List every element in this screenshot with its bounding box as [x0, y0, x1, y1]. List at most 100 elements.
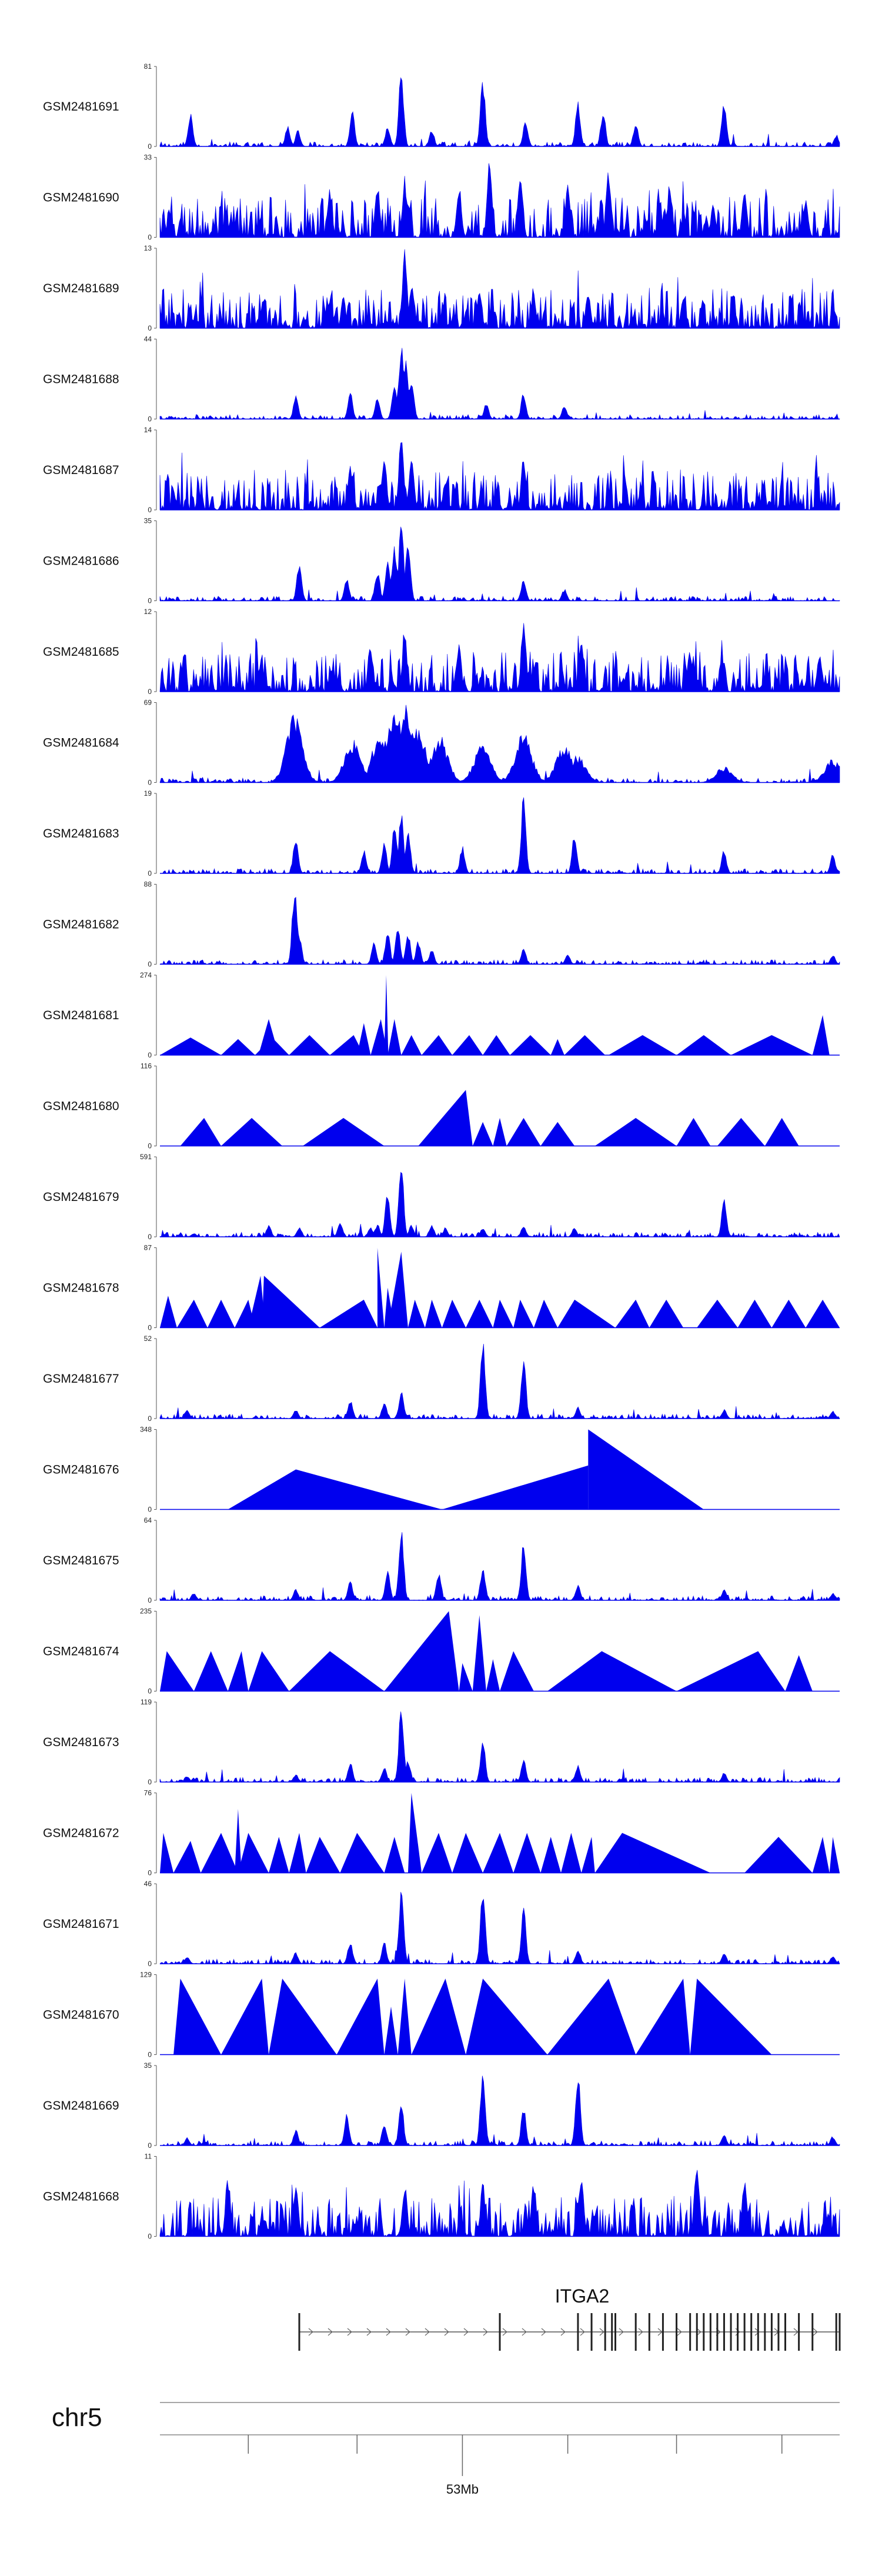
track-GSM2481673: GSM2481673 119 0: [43, 1698, 840, 1786]
signal-triangle: [533, 1299, 558, 1328]
signal-triangle: [493, 1117, 507, 1146]
y-min-label: 0: [148, 1051, 152, 1059]
signal-triangle: [235, 1808, 242, 1873]
y-min-label: 0: [148, 1960, 152, 1968]
signal-triangle: [193, 1651, 228, 1691]
gene-exon: [784, 2313, 787, 2351]
track-GSM2481681: GSM2481681 274 0: [43, 971, 840, 1059]
signal-triangle: [319, 1299, 377, 1328]
signal-triangle: [676, 1117, 711, 1146]
track-GSM2481688: GSM2481688 44 0: [43, 335, 840, 423]
gene-exon: [703, 2313, 705, 2351]
gene-exon: [648, 2313, 650, 2351]
signal-triangle: [407, 1793, 422, 1873]
track-label: GSM2481691: [43, 100, 119, 114]
track-label: GSM2481673: [43, 1736, 119, 1749]
track-GSM2481683: GSM2481683 19 0: [43, 789, 840, 877]
track-GSM2481675: GSM2481675 64 0: [43, 1516, 840, 1604]
track-GSM2481678: GSM2481678 87 0: [43, 1244, 840, 1332]
signal-triangle: [676, 1035, 731, 1055]
track-label: GSM2481678: [43, 1282, 119, 1295]
gene-exon: [798, 2313, 800, 2351]
track-label: GSM2481681: [43, 1009, 119, 1022]
signal-area: [159, 2076, 840, 2147]
signal-triangle: [262, 1276, 320, 1328]
signal-triangle: [248, 1651, 289, 1691]
y-min-label: 0: [148, 869, 152, 877]
signal-triangle: [425, 1299, 442, 1328]
signal-triangle: [180, 1117, 221, 1146]
y-min-label: 0: [148, 779, 152, 787]
gene-exon: [764, 2313, 766, 2351]
y-min-label: 0: [148, 2051, 152, 2059]
signal-triangle: [221, 1117, 283, 1146]
signal-triangle: [302, 1117, 385, 1146]
strand-arrow: [444, 2328, 449, 2336]
y-max-label: 35: [144, 2061, 152, 2070]
track-label: GSM2481684: [43, 736, 119, 750]
track-label: GSM2481670: [43, 2008, 119, 2022]
track-label: GSM2481680: [43, 1100, 119, 1113]
signal-triangle: [717, 1117, 765, 1146]
signal-triangle: [493, 1299, 514, 1328]
track-label: GSM2481668: [43, 2190, 119, 2204]
signal-triangle: [486, 1659, 500, 1691]
y-max-label: 274: [140, 971, 152, 979]
y-min-label: 0: [148, 2233, 152, 2241]
track-label: GSM2481676: [43, 1463, 119, 1477]
gene-exon: [750, 2313, 753, 2351]
track-label: GSM2481669: [43, 2099, 119, 2113]
track-label: GSM2481683: [43, 827, 119, 840]
signal-triangle: [397, 1978, 412, 2055]
y-min-label: 0: [148, 1778, 152, 1786]
signal-triangle: [387, 1019, 402, 1055]
track-label: GSM2481674: [43, 1645, 119, 1659]
track-GSM2481679: GSM2481679 591 0: [43, 1153, 840, 1241]
signal-triangle: [160, 1296, 177, 1328]
signal-triangle: [472, 1122, 493, 1146]
y-max-label: 44: [144, 335, 152, 343]
gene-exon: [676, 2313, 678, 2351]
signal-triangle: [384, 1837, 405, 1873]
track-label: GSM2481671: [43, 1917, 119, 1931]
signal-triangle: [510, 1035, 551, 1055]
gene-exon: [696, 2313, 698, 2351]
signal-triangle: [228, 1651, 249, 1691]
signal-triangle: [422, 1833, 453, 1873]
track-GSM2481686: GSM2481686 35 0: [43, 517, 840, 605]
y-max-label: 129: [140, 1971, 152, 1979]
signal-area: [159, 526, 840, 602]
strand-arrow: [502, 2328, 507, 2336]
signal-triangle: [248, 1276, 266, 1328]
signal-triangle: [771, 1299, 806, 1328]
strand-arrow: [638, 2328, 643, 2336]
track-label: GSM2481689: [43, 282, 119, 295]
gene-exon: [662, 2313, 664, 2351]
track-label: GSM2481682: [43, 918, 119, 932]
signal-triangle: [500, 1651, 534, 1691]
track-label: GSM2481686: [43, 555, 119, 568]
strand-arrow: [696, 2328, 701, 2336]
signal-triangle: [513, 1299, 534, 1328]
strand-arrow: [619, 2328, 624, 2336]
y-max-label: 88: [144, 880, 152, 889]
y-min-label: 0: [148, 597, 152, 605]
signal-triangle: [581, 1837, 595, 1873]
y-max-label: 116: [141, 1062, 152, 1070]
strand-arrow: [483, 2328, 488, 2336]
gene-track: ITGA2: [298, 2285, 841, 2351]
signal-triangle: [411, 1978, 466, 2055]
signal-triangle: [221, 1978, 269, 2055]
signal-triangle: [452, 1833, 483, 1873]
strand-arrow: [677, 2328, 682, 2336]
y-min-label: 0: [148, 960, 152, 969]
y-max-label: 81: [144, 62, 152, 71]
signal-triangle: [401, 1035, 422, 1055]
signal-triangle: [357, 1023, 371, 1055]
signal-triangle: [269, 1837, 289, 1873]
y-max-label: 76: [144, 1789, 152, 1797]
signal-triangle: [221, 1039, 255, 1055]
signal-triangle: [731, 1035, 813, 1055]
gene-exon: [689, 2313, 691, 2351]
